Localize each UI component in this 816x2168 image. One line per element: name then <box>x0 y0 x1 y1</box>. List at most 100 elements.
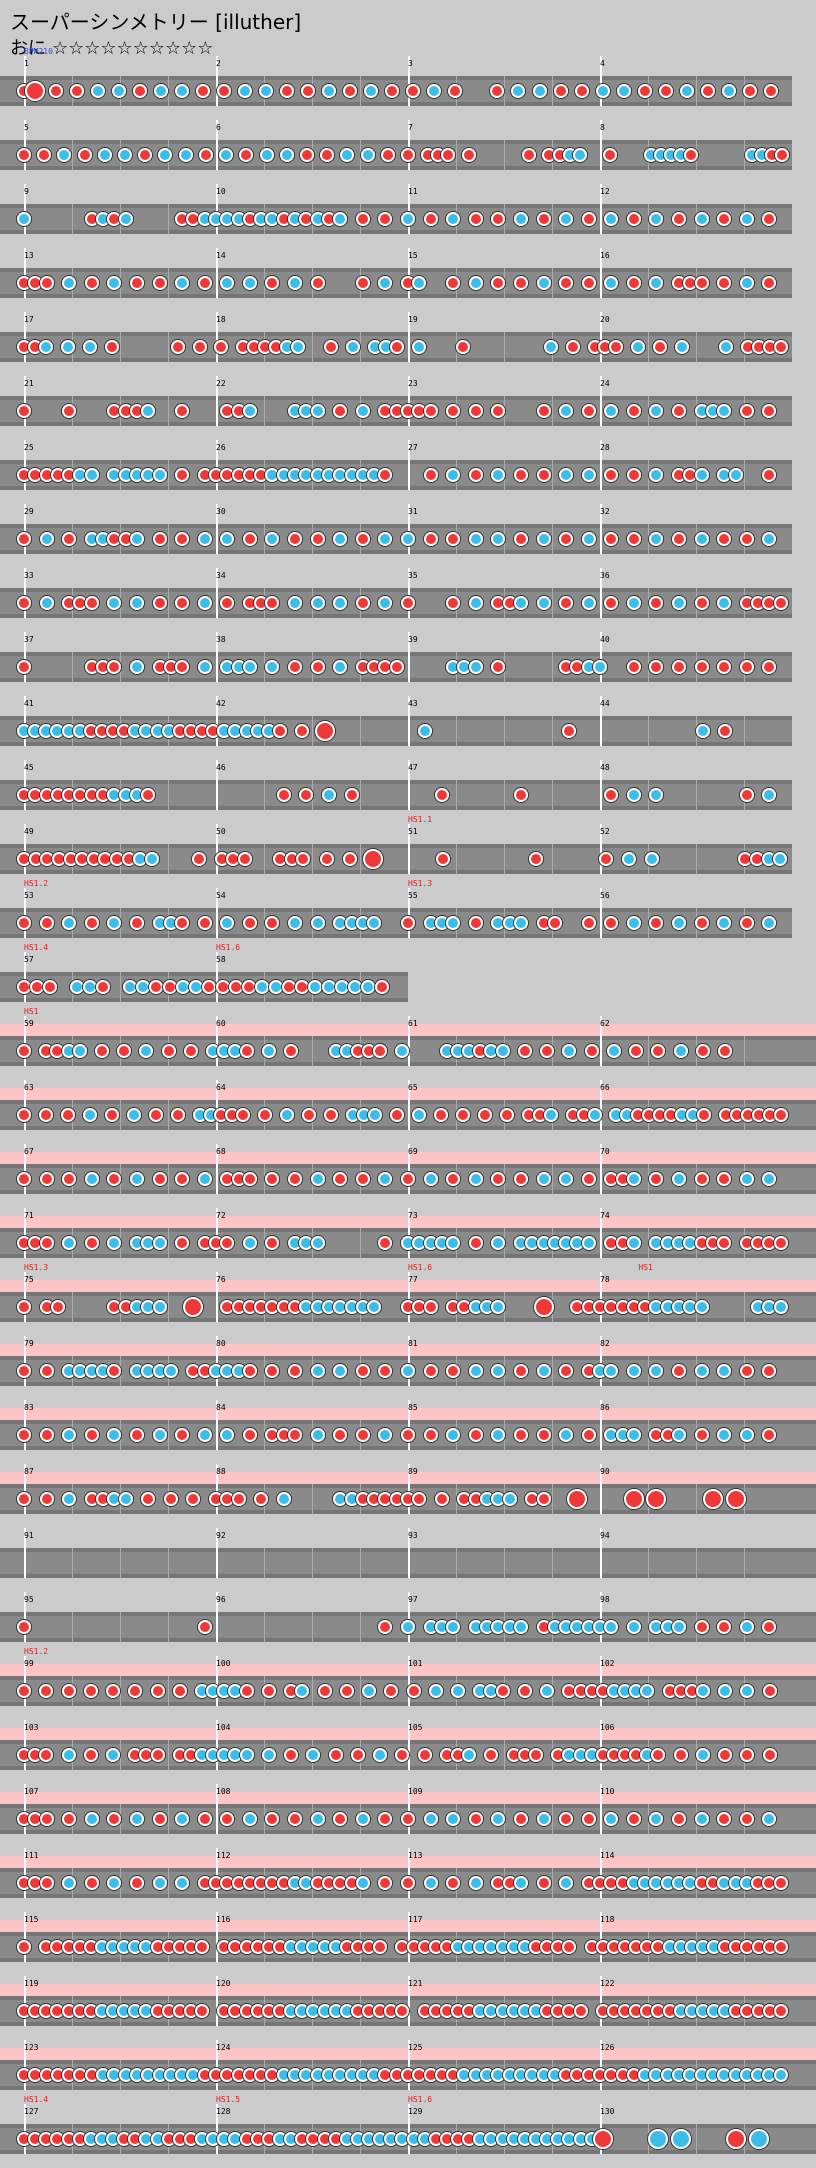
lane-track <box>0 120 792 170</box>
ka-note <box>672 1172 687 1186</box>
measure-line <box>216 376 218 426</box>
don-note <box>258 1108 273 1122</box>
don-note <box>276 788 291 802</box>
don-note <box>195 84 210 98</box>
don-note <box>175 1172 190 1186</box>
don-note <box>183 1044 198 1058</box>
don-note <box>163 1492 178 1506</box>
ka-note <box>649 276 664 290</box>
don-note <box>694 1620 709 1634</box>
measure-line <box>216 1848 218 1898</box>
measure-line <box>24 1592 26 1642</box>
beat-line <box>744 140 745 170</box>
measure-line <box>24 632 26 682</box>
ka-note <box>717 916 732 930</box>
measure-number: 29 <box>24 507 34 516</box>
ka-note <box>145 852 159 866</box>
ka-note <box>719 340 734 354</box>
ka-note <box>175 1812 190 1826</box>
ka-note <box>640 1684 655 1698</box>
ka-note <box>360 148 375 162</box>
don-note <box>468 1812 483 1826</box>
don-note <box>626 660 641 674</box>
ka-note <box>220 532 235 546</box>
ka-note <box>739 1428 754 1442</box>
measure-number: 120 <box>216 1979 231 1988</box>
ka-note <box>62 1428 77 1442</box>
measure-number: 19 <box>408 315 418 324</box>
beat-line <box>312 1036 313 1066</box>
measure-number: 39 <box>408 635 418 644</box>
measure-number: 9 <box>24 187 29 196</box>
measure-line <box>24 824 26 874</box>
don-note <box>198 148 213 162</box>
ka-note <box>310 1364 325 1378</box>
don-note <box>265 1172 280 1186</box>
measure-number: 63 <box>24 1083 34 1092</box>
ka-note <box>694 532 709 546</box>
don-note <box>739 788 754 802</box>
ka-note <box>39 596 54 610</box>
don-note <box>265 276 280 290</box>
measure-line <box>216 1912 218 1962</box>
beat-line <box>648 780 649 810</box>
don-note <box>254 1492 269 1506</box>
measure-number: 77 <box>408 1275 418 1284</box>
beat-line <box>168 1740 169 1770</box>
ka-note <box>136 980 151 994</box>
lane-track <box>0 1144 816 1194</box>
don-note <box>762 1748 777 1762</box>
ka-note <box>197 1428 212 1442</box>
measure-line <box>216 56 218 106</box>
ka-note <box>626 1364 641 1378</box>
don-note <box>84 1876 99 1890</box>
don-note <box>288 1428 303 1442</box>
ka-note <box>670 2129 691 2149</box>
beat-line <box>312 1676 313 1706</box>
beat-line <box>168 268 169 298</box>
don-note <box>328 1748 343 1762</box>
don-note <box>231 1492 246 1506</box>
ka-note <box>679 84 694 98</box>
measure-number: 14 <box>216 251 226 260</box>
measure-number: 40 <box>600 635 610 644</box>
don-note <box>574 84 589 98</box>
ka-note <box>468 1876 483 1890</box>
measure-number: 33 <box>24 571 34 580</box>
don-note <box>626 1812 641 1826</box>
measure-number: 66 <box>600 1083 610 1092</box>
ka-note <box>378 276 393 290</box>
beat-line <box>264 1804 265 1834</box>
measure-number: 92 <box>216 1531 226 1540</box>
measure-line <box>24 56 26 106</box>
ka-note <box>604 404 619 418</box>
don-note <box>406 84 421 98</box>
measure-line <box>600 568 602 618</box>
ka-note <box>672 916 687 930</box>
don-note <box>649 916 664 930</box>
beat-line <box>648 204 649 234</box>
ka-note <box>559 404 574 418</box>
don-note <box>529 852 543 866</box>
don-note <box>195 2004 210 2018</box>
measure-line <box>408 1720 410 1770</box>
ka-note <box>672 1428 687 1442</box>
ka-note <box>595 84 610 98</box>
don-note <box>468 212 483 226</box>
don-note <box>172 1684 187 1698</box>
measure-line <box>600 376 602 426</box>
don-note <box>629 1044 644 1058</box>
ka-note <box>288 596 303 610</box>
measure-number: 26 <box>216 443 226 452</box>
don-note <box>84 596 99 610</box>
ka-note <box>649 404 664 418</box>
course-label: おに <box>10 38 46 59</box>
don-note <box>373 1940 388 1954</box>
don-note <box>651 1044 666 1058</box>
don-note <box>536 212 551 226</box>
don-note <box>60 1108 75 1122</box>
measure-number: 123 <box>24 2043 39 2052</box>
beat-line <box>312 1612 313 1642</box>
don-note <box>17 916 31 930</box>
ka-note <box>197 532 212 546</box>
